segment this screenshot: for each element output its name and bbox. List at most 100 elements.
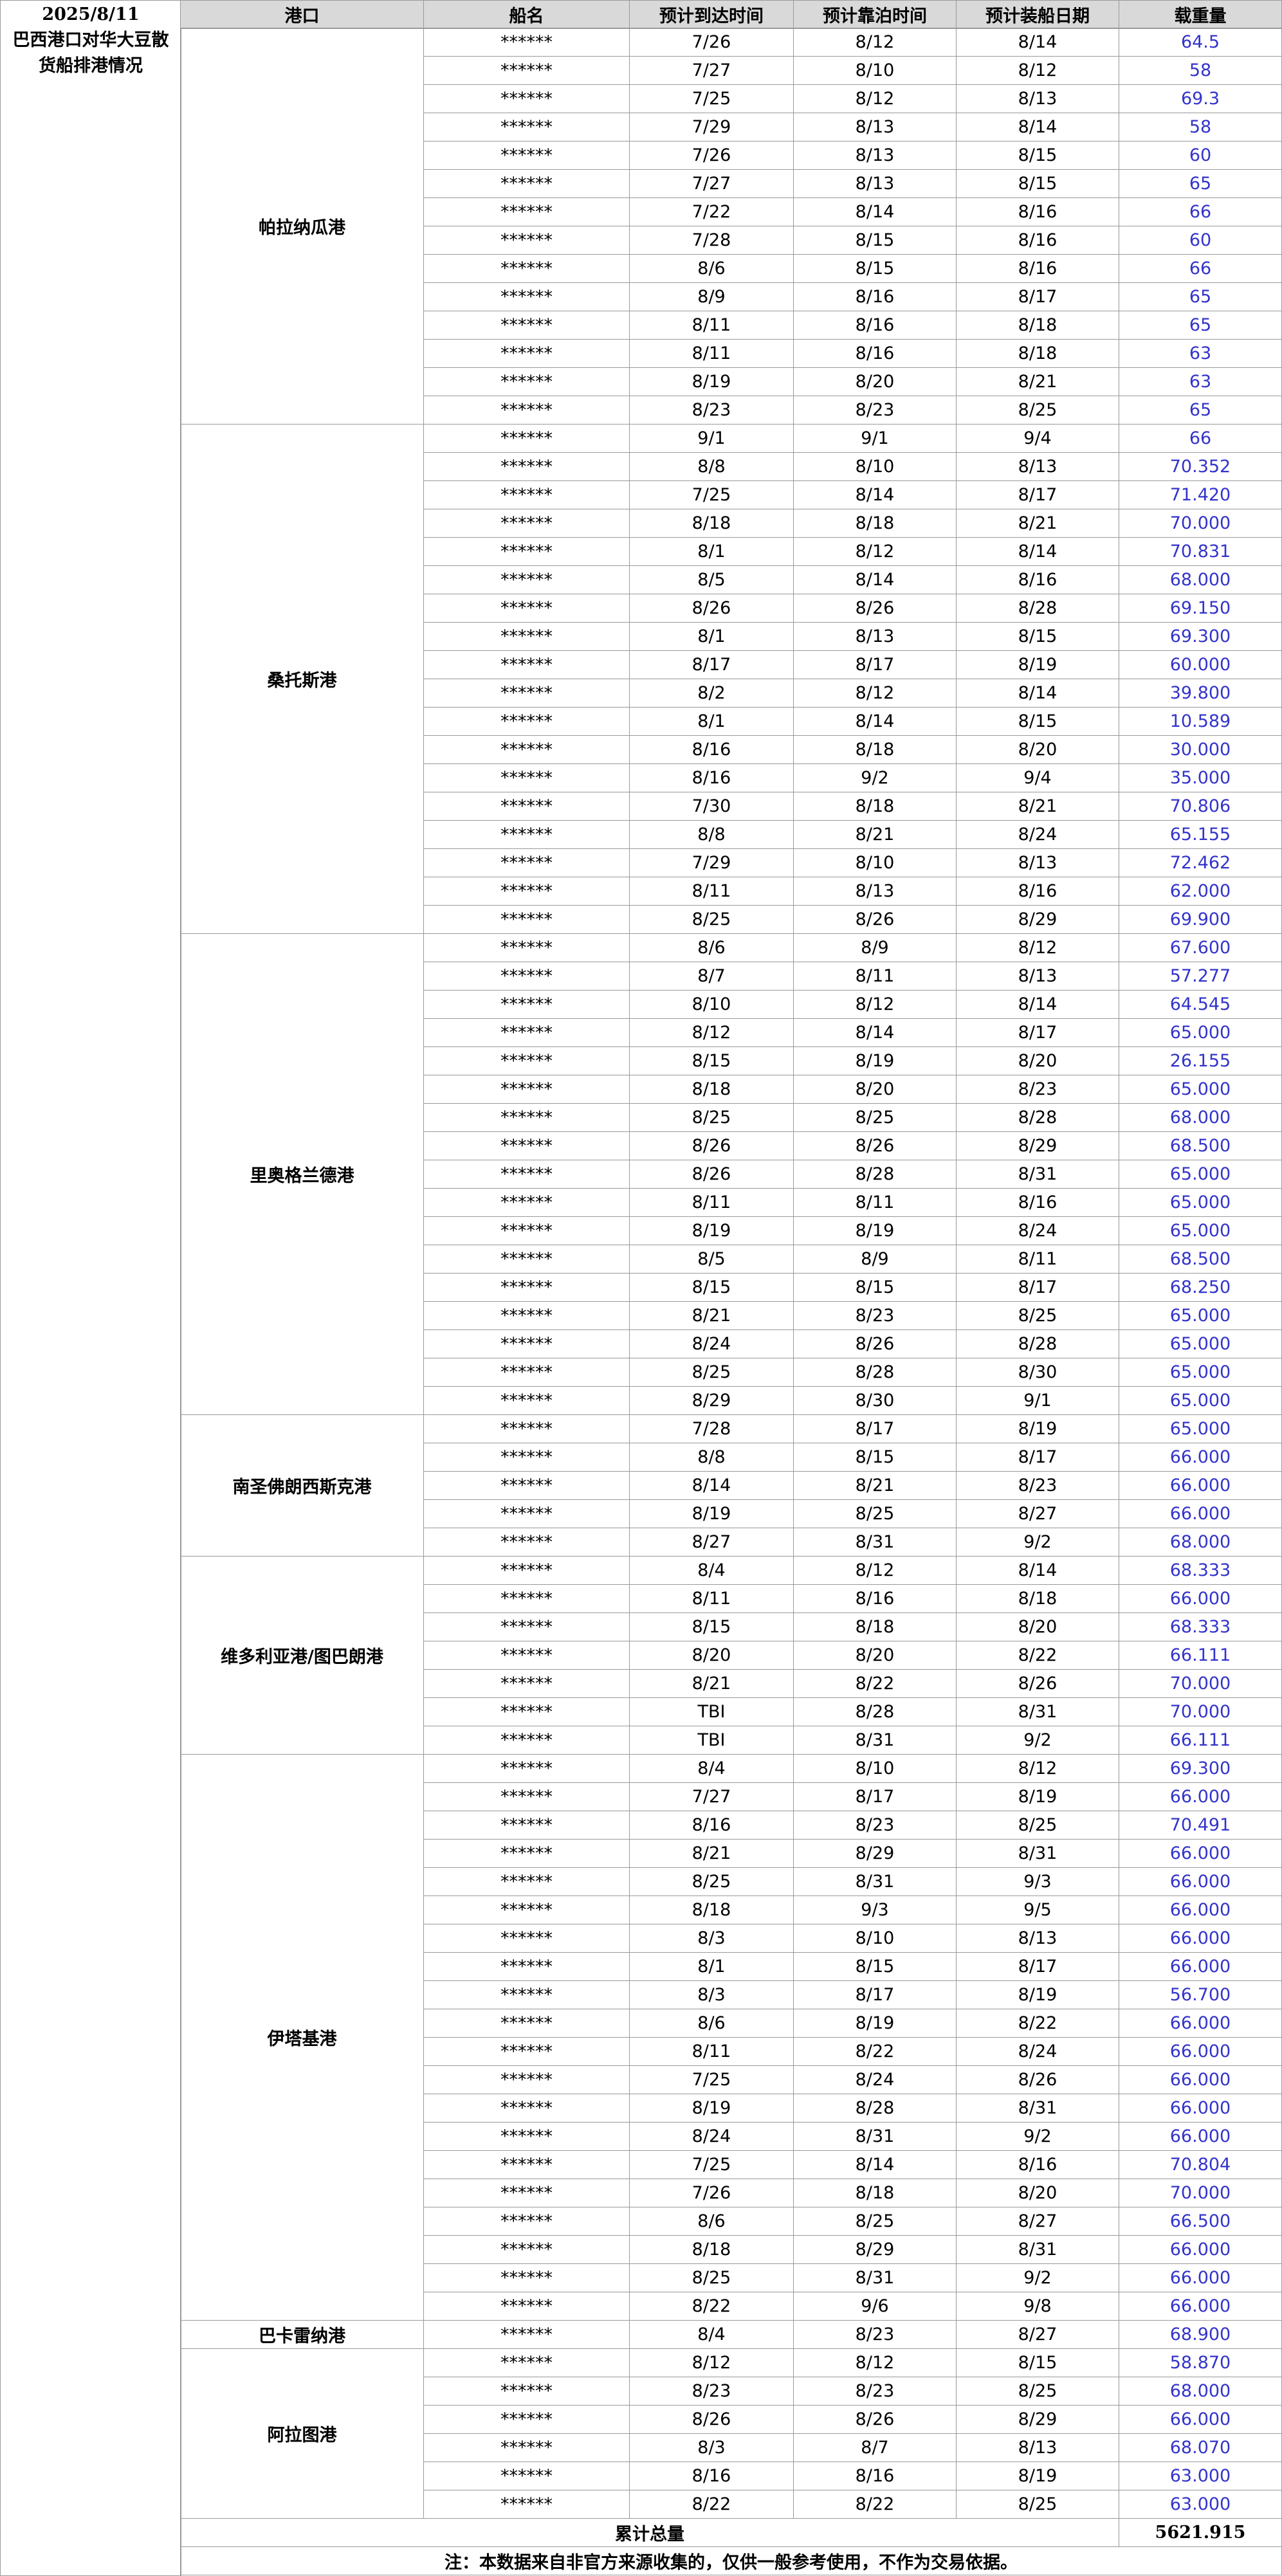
arrival-date: 7/27: [629, 1782, 794, 1811]
port-name: 帕拉纳瓜港: [180, 28, 424, 425]
berth-date: 8/18: [793, 792, 957, 821]
berth-date: 8/10: [793, 1924, 957, 1953]
loading-date: 8/15: [956, 141, 1119, 170]
arrival-date: 8/16: [629, 1811, 794, 1840]
loading-date: 8/15: [956, 169, 1119, 198]
berth-date: 8/16: [793, 282, 957, 311]
loading-date: 8/13: [956, 1924, 1119, 1953]
loading-date: 8/25: [956, 1811, 1119, 1840]
arrival-date: 8/19: [629, 1499, 794, 1528]
arrival-date: 8/19: [629, 367, 794, 396]
loading-date: 9/2: [956, 1726, 1119, 1755]
berth-date: 8/10: [793, 848, 957, 877]
tonnage: 72.462: [1119, 848, 1282, 877]
loading-date: 8/24: [956, 1216, 1119, 1245]
ship-name: ******: [423, 707, 630, 736]
arrival-date: 8/22: [629, 2292, 794, 2321]
loading-date: 8/14: [956, 28, 1119, 57]
tonnage: 69.300: [1119, 1754, 1282, 1783]
loading-date: 8/13: [956, 962, 1119, 991]
arrival-date: 8/6: [629, 933, 794, 962]
berth-date: 8/11: [793, 1188, 957, 1217]
arrival-date: 8/15: [629, 1273, 794, 1302]
ship-name: ******: [423, 1839, 630, 1868]
tonnage: 65.000: [1119, 1216, 1282, 1245]
tonnage: 66.000: [1119, 2037, 1282, 2066]
ship-name: ******: [423, 1358, 630, 1387]
ship-name: ******: [423, 679, 630, 708]
tonnage: 66.111: [1119, 1641, 1282, 1670]
loading-date: 8/21: [956, 367, 1119, 396]
loading-date: 8/13: [956, 452, 1119, 481]
arrival-date: 8/11: [629, 2037, 794, 2066]
tonnage: 65: [1119, 169, 1282, 198]
arrival-date: 8/19: [629, 2094, 794, 2123]
tonnage: 71.420: [1119, 480, 1282, 509]
arrival-date: 8/23: [629, 2377, 794, 2406]
tonnage: 65.000: [1119, 1301, 1282, 1330]
ship-name: ******: [423, 933, 630, 962]
ship-name: ******: [423, 169, 630, 198]
loading-date: 8/25: [956, 1301, 1119, 1330]
loading-date: 8/16: [956, 1188, 1119, 1217]
ship-name: ******: [423, 2065, 630, 2094]
berth-date: 8/31: [793, 1528, 957, 1557]
arrival-date: 7/25: [629, 2065, 794, 2094]
berth-date: 8/18: [793, 735, 957, 764]
tonnage: 66.000: [1119, 1443, 1282, 1472]
ship-name: ******: [423, 1414, 630, 1443]
ship-name: ******: [423, 396, 630, 425]
berth-date: 8/16: [793, 1584, 957, 1613]
tonnage: 63.000: [1119, 2490, 1282, 2519]
ship-name: ******: [423, 763, 630, 792]
ship-name: ******: [423, 1018, 630, 1047]
ship-name: ******: [423, 2037, 630, 2066]
tonnage: 30.000: [1119, 735, 1282, 764]
tonnage: 66.000: [1119, 1584, 1282, 1613]
arrival-date: TBI: [629, 1726, 794, 1755]
arrival-date: 8/25: [629, 1867, 794, 1896]
tonnage: 68.070: [1119, 2433, 1282, 2462]
arrival-date: 8/1: [629, 1952, 794, 1981]
arrival-date: 8/1: [629, 537, 794, 566]
arrival-date: 8/11: [629, 1188, 794, 1217]
ship-name: ******: [423, 367, 630, 396]
ship-name: ******: [423, 1301, 630, 1330]
loading-date: 8/23: [956, 1075, 1119, 1104]
tonnage: 70.491: [1119, 1811, 1282, 1840]
loading-date: 8/17: [956, 1443, 1119, 1472]
ship-name: ******: [423, 1726, 630, 1755]
berth-date: 8/20: [793, 1641, 957, 1670]
berth-date: 8/9: [793, 1245, 957, 1274]
ship-name: ******: [423, 2405, 630, 2434]
column-header: 预计装船日期: [956, 0, 1119, 29]
ship-name: ******: [423, 509, 630, 538]
berth-date: 8/31: [793, 2263, 957, 2292]
tonnage: 69.900: [1119, 905, 1282, 934]
berth-date: 8/11: [793, 962, 957, 991]
arrival-date: 8/27: [629, 1528, 794, 1557]
tonnage: 66.000: [1119, 1895, 1282, 1924]
tonnage: 58: [1119, 56, 1282, 85]
loading-date: 8/17: [956, 480, 1119, 509]
ship-name: ******: [423, 1754, 630, 1783]
berth-date: 8/22: [793, 2490, 957, 2519]
loading-date: 8/25: [956, 2377, 1119, 2406]
arrival-date: 7/26: [629, 2179, 794, 2207]
loading-date: 8/24: [956, 2037, 1119, 2066]
ship-name: ******: [423, 1641, 630, 1670]
berth-date: 8/16: [793, 311, 957, 340]
ship-name: ******: [423, 905, 630, 934]
ship-name: ******: [423, 1612, 630, 1641]
tonnage: 70.806: [1119, 792, 1282, 821]
tonnage: 69.3: [1119, 84, 1282, 113]
loading-date: 8/17: [956, 1952, 1119, 1981]
arrival-date: 8/12: [629, 1018, 794, 1047]
tonnage: 57.277: [1119, 962, 1282, 991]
arrival-date: 8/16: [629, 735, 794, 764]
berth-date: 8/26: [793, 1131, 957, 1160]
ship-name: ******: [423, 565, 630, 594]
arrival-date: 8/14: [629, 1471, 794, 1500]
ship-name: ******: [423, 2433, 630, 2462]
ship-name: ******: [423, 282, 630, 311]
